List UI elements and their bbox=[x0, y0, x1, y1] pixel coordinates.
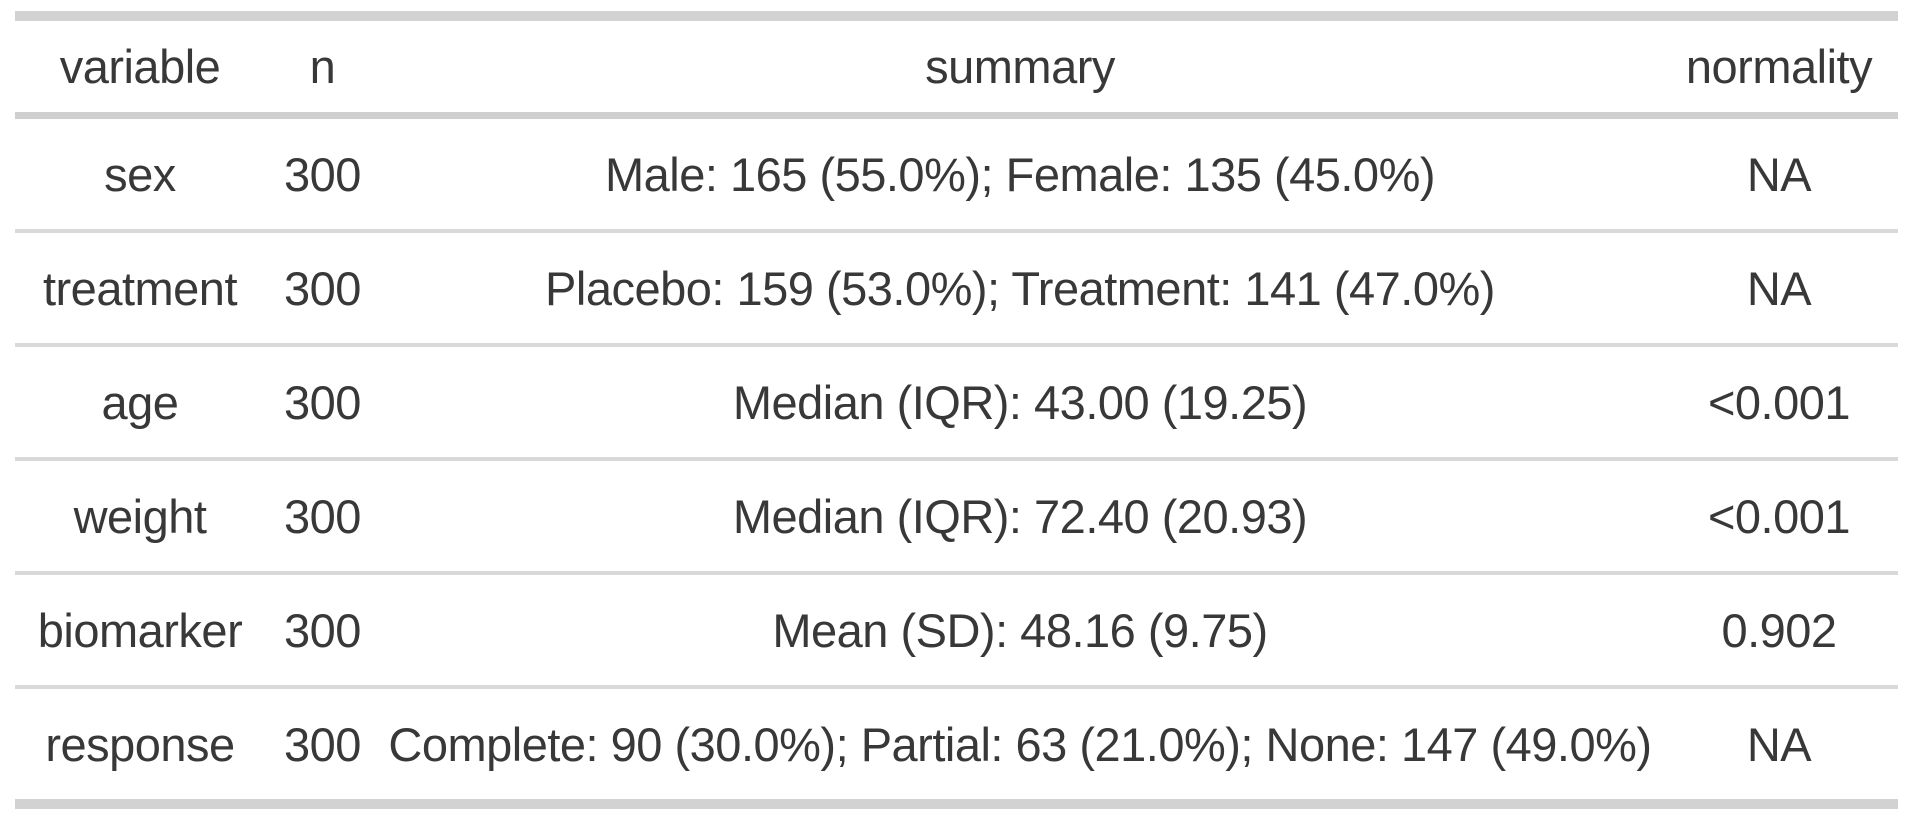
table-row: biomarker 300 Mean (SD): 48.16 (9.75) 0.902 bbox=[15, 571, 1898, 687]
table-row: sex 300 Male: 165 (55.0%); Female: 135 (45… bbox=[15, 116, 1898, 232]
column-header-variable: variable bbox=[15, 16, 265, 119]
column-header-normality: normality bbox=[1660, 16, 1898, 119]
cell-summary: Male: 165 (55.0%); Female: 135 (45.0%) bbox=[604, 147, 1436, 201]
cell-normality: NA bbox=[1746, 147, 1812, 201]
cell-variable: biomarker bbox=[15, 571, 265, 687]
cell-normality: <0.001 bbox=[1660, 457, 1898, 573]
cell-summary: Mean (SD): 48.16 (9.75) bbox=[380, 571, 1660, 687]
cell-n: 300 bbox=[265, 457, 380, 573]
summary-statistics-table: variable n summary normality sex 300 Male:… bbox=[15, 11, 1898, 809]
table-row: weight 300 Median (IQR): 72.40 (20.93) <0.0… bbox=[15, 457, 1898, 573]
cell-normality: NA bbox=[1660, 229, 1898, 345]
cell-n: 300 bbox=[265, 571, 380, 687]
cell-summary: Median (IQR): 43.00 (19.25) bbox=[380, 343, 1660, 459]
cell-variable: age bbox=[15, 343, 265, 459]
cell-variable: response bbox=[15, 685, 265, 804]
cell-summary: Placebo: 159 (53.0%); Treatment: 141 (47… bbox=[380, 229, 1660, 345]
table-row: response 300 Complete: 90 (30.0%); Partial… bbox=[15, 685, 1898, 804]
cell-normality: <0.001 bbox=[1660, 343, 1898, 459]
cell-variable: sex bbox=[104, 147, 176, 201]
table-row: treatment 300 Placebo: 159 (53.0%); Treatm… bbox=[15, 229, 1898, 345]
column-header-n: n bbox=[265, 16, 380, 119]
cell-variable: weight bbox=[15, 457, 265, 573]
cell-summary: Complete: 90 (30.0%); Partial: 63 (21.0%… bbox=[380, 685, 1660, 804]
table-row: age 300 Median (IQR): 43.00 (19.25) <0.001 bbox=[15, 343, 1898, 459]
header-row: variable n summary normality bbox=[15, 16, 1898, 119]
table-header: variable n summary normality bbox=[15, 16, 1898, 119]
table-body: sex 300 Male: 165 (55.0%); Female: 135 (45… bbox=[15, 116, 1898, 804]
column-header-summary: summary bbox=[380, 16, 1660, 119]
cell-n: 300 bbox=[284, 147, 361, 201]
cell-n: 300 bbox=[265, 229, 380, 345]
cell-variable: treatment bbox=[15, 229, 265, 345]
cell-n: 300 bbox=[265, 685, 380, 804]
cell-normality: 0.902 bbox=[1660, 571, 1898, 687]
cell-n: 300 bbox=[265, 343, 380, 459]
cell-summary: Median (IQR): 72.40 (20.93) bbox=[380, 457, 1660, 573]
cell-normality: NA bbox=[1660, 685, 1898, 804]
